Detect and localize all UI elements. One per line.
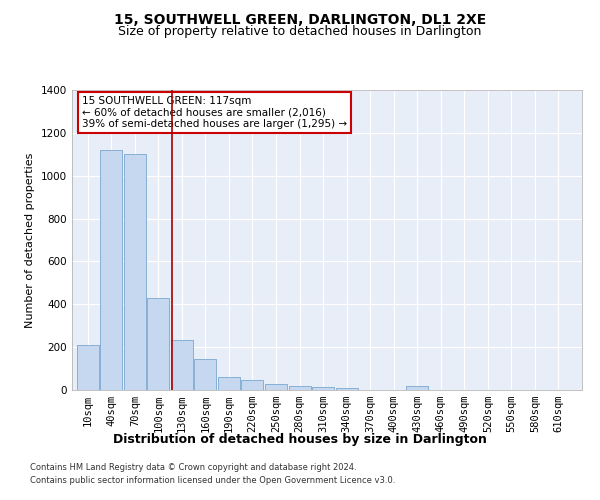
Bar bbox=[312, 387, 334, 390]
Text: 15, SOUTHWELL GREEN, DARLINGTON, DL1 2XE: 15, SOUTHWELL GREEN, DARLINGTON, DL1 2XE bbox=[114, 12, 486, 26]
Text: Contains HM Land Registry data © Crown copyright and database right 2024.: Contains HM Land Registry data © Crown c… bbox=[30, 464, 356, 472]
Bar bbox=[265, 384, 287, 390]
Bar bbox=[194, 359, 217, 390]
Bar bbox=[218, 377, 240, 390]
Bar bbox=[77, 345, 98, 390]
Text: Distribution of detached houses by size in Darlington: Distribution of detached houses by size … bbox=[113, 432, 487, 446]
Y-axis label: Number of detached properties: Number of detached properties bbox=[25, 152, 35, 328]
Bar bbox=[148, 298, 169, 390]
Bar bbox=[171, 340, 193, 390]
Text: Size of property relative to detached houses in Darlington: Size of property relative to detached ho… bbox=[118, 25, 482, 38]
Bar bbox=[124, 154, 146, 390]
Text: Contains public sector information licensed under the Open Government Licence v3: Contains public sector information licen… bbox=[30, 476, 395, 485]
Bar bbox=[335, 388, 358, 390]
Bar bbox=[241, 380, 263, 390]
Text: 15 SOUTHWELL GREEN: 117sqm
← 60% of detached houses are smaller (2,016)
39% of s: 15 SOUTHWELL GREEN: 117sqm ← 60% of deta… bbox=[82, 96, 347, 129]
Bar bbox=[289, 386, 311, 390]
Bar bbox=[406, 386, 428, 390]
Bar bbox=[100, 150, 122, 390]
